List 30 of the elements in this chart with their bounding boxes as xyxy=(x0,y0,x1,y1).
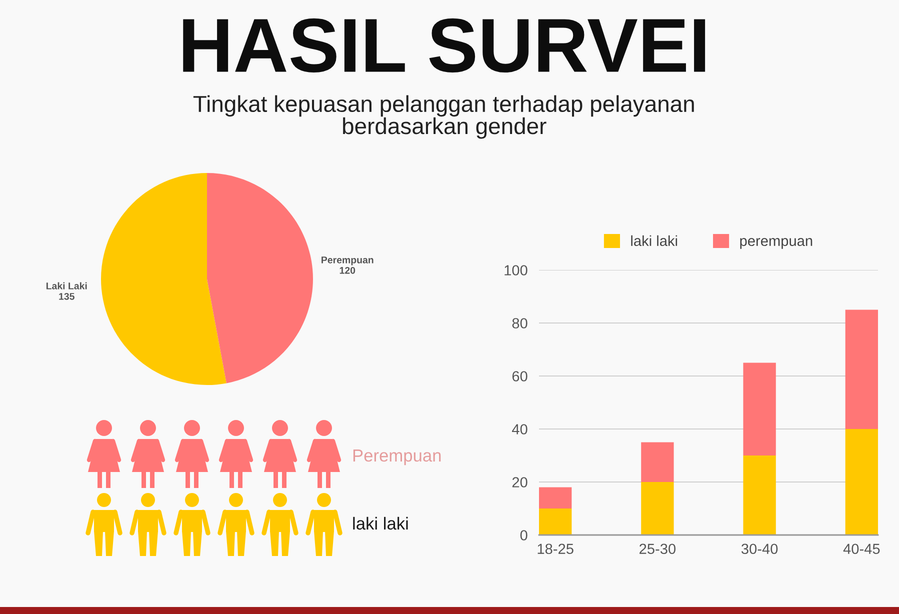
bar xyxy=(539,487,572,508)
y-tick-label: 20 xyxy=(512,477,528,488)
bar xyxy=(641,442,674,482)
data-label: 135 xyxy=(59,292,74,300)
pie-slice xyxy=(207,173,313,384)
data-label: 120 xyxy=(340,266,356,274)
legend-label: perempuan xyxy=(740,238,812,249)
y-tick-label: 60 xyxy=(512,371,528,382)
x-tick-label: 25-30 xyxy=(640,544,676,554)
y-tick-label: 40 xyxy=(512,424,528,434)
bar xyxy=(641,482,674,535)
slice-label: Laki Laki xyxy=(46,282,87,290)
legend-label: laki laki xyxy=(631,235,678,246)
x-tick-label: 30-40 xyxy=(741,544,778,554)
y-tick-label: 80 xyxy=(512,318,528,328)
y-tick-label: 0 xyxy=(520,530,528,540)
bar xyxy=(845,429,878,535)
bar xyxy=(743,362,776,456)
chart-title: HASIL SURVEI xyxy=(183,18,706,73)
y-tick-label: 100 xyxy=(504,265,528,276)
pie-slice xyxy=(101,173,226,385)
bar xyxy=(743,456,776,535)
bar xyxy=(539,508,572,535)
text: Tingkat kepuasan pelanggan terhadap pelayanan berdasarkan gender xyxy=(193,95,694,139)
text: Perempuan xyxy=(353,450,441,466)
slice-label: Perempuan xyxy=(322,256,374,266)
x-tick-label: 40-45 xyxy=(843,544,880,554)
text: laki laki xyxy=(353,516,408,530)
x-tick-label: 18-25 xyxy=(538,544,574,554)
bar xyxy=(845,310,878,429)
